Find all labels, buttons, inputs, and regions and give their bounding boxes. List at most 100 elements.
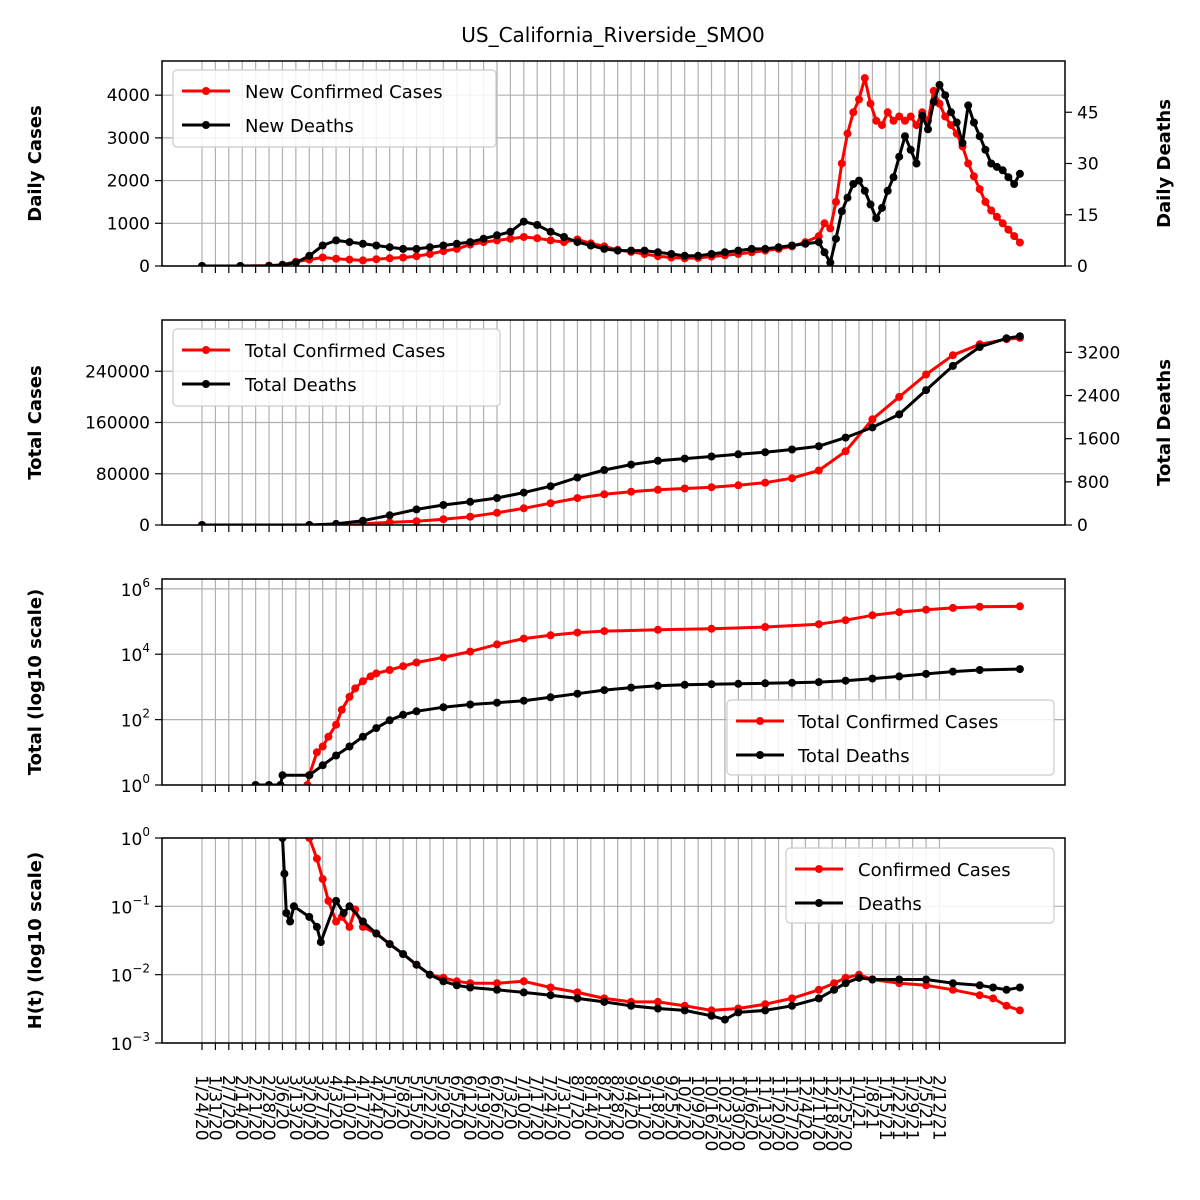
x-tick-label: 7/10/20: [513, 1075, 533, 1141]
x-tick-label: 11/13/20: [754, 1075, 774, 1151]
data-point: [868, 674, 877, 683]
data-point: [653, 248, 662, 257]
y2-tick-label: 2400: [1077, 387, 1120, 407]
data-point: [337, 705, 346, 714]
data-point: [747, 244, 756, 253]
data-point: [814, 985, 823, 994]
data-point: [855, 176, 863, 185]
data-point: [506, 234, 515, 243]
data-point: [332, 917, 341, 926]
data-point: [680, 680, 689, 689]
series-cases: [198, 333, 1024, 525]
data-point: [332, 519, 341, 525]
data-point: [941, 91, 950, 100]
chart-panel-4: 10−3 10−2 10−1 100 H(t) (log10 scale) Confirm…: [25, 825, 1066, 1055]
data-point: [412, 658, 421, 667]
data-point: [198, 521, 206, 525]
data-point: [788, 474, 796, 483]
data-point: [734, 481, 743, 490]
data-point: [399, 950, 408, 959]
data-point: [198, 262, 206, 266]
data-point: [680, 484, 689, 493]
data-point: [546, 482, 555, 491]
data-point: [425, 970, 434, 979]
x-tick-label: 9/11/20: [633, 1075, 653, 1141]
y-tick-label: 4000: [107, 86, 150, 106]
data-point: [680, 1006, 689, 1015]
data-point: [929, 98, 938, 106]
data-point: [236, 262, 245, 266]
x-tick-label: 5/1/20: [379, 1075, 399, 1130]
y-tick-label: 10−2: [111, 962, 150, 987]
data-point: [466, 983, 475, 992]
legend-box: [172, 69, 497, 148]
data-point: [493, 508, 501, 517]
x-tick-label: 1/29/21: [902, 1075, 922, 1141]
data-point: [546, 227, 555, 236]
legend-swatch-marker: [815, 865, 823, 873]
legend: Total Confirmed Cases Total Deaths: [726, 699, 1055, 776]
data-point: [866, 99, 875, 108]
data-point: [286, 917, 295, 926]
data-point: [707, 250, 716, 258]
panel-frame: [161, 837, 1066, 1044]
data-point: [493, 979, 501, 988]
data-point: [372, 929, 381, 938]
y-tick-label: 106: [121, 576, 150, 601]
data-point: [680, 454, 689, 463]
data-point: [312, 854, 321, 863]
x-tick-label: 1/15/21: [875, 1075, 895, 1141]
data-point: [399, 244, 408, 253]
data-point: [922, 605, 931, 614]
legend-label: Total Confirmed Cases: [244, 341, 445, 362]
data-point: [332, 896, 341, 905]
x-tick-label: 1/31/20: [204, 1075, 224, 1141]
data-point: [312, 922, 321, 931]
data-point: [788, 445, 796, 454]
data-point: [573, 473, 582, 482]
y2-tick-label: 0: [1077, 516, 1088, 536]
data-point: [533, 221, 542, 229]
y-tick-label: 160000: [85, 414, 150, 434]
data-point: [493, 640, 501, 649]
data-point: [814, 238, 823, 247]
data-point: [992, 212, 1001, 221]
data-point: [345, 902, 354, 911]
data-point: [883, 186, 892, 195]
data-point: [358, 732, 367, 741]
data-point: [860, 74, 869, 83]
data-point: [653, 625, 662, 634]
legend-swatch-marker: [202, 87, 210, 95]
data-point: [265, 781, 273, 785]
x-tick-label: 5/15/20: [406, 1075, 426, 1141]
legend-label: New Confirmed Cases: [245, 82, 443, 103]
y2-tick-label: 1600: [1077, 430, 1120, 450]
data-point: [289, 902, 298, 911]
data-point: [324, 732, 333, 741]
data-point: [895, 112, 904, 121]
data-point: [412, 505, 421, 514]
y-axis-label: H(t) (log10 scale): [25, 852, 46, 1030]
data-point: [941, 112, 950, 121]
data-point: [948, 351, 957, 360]
data-point: [830, 985, 839, 994]
chart-panel-3: 100 102 104 106 Total (log10 scale) Total Con…: [25, 576, 1066, 797]
data-point: [600, 490, 609, 499]
data-point: [372, 241, 381, 250]
data-point: [826, 224, 835, 233]
data-point: [439, 653, 448, 662]
data-point: [412, 960, 421, 969]
data-point: [399, 253, 408, 262]
data-point: [546, 499, 555, 508]
data-point: [627, 246, 636, 255]
y-tick-label: 0: [139, 516, 150, 536]
legend-label: Total Deaths: [244, 375, 357, 396]
data-point: [1002, 985, 1011, 994]
x-tick-label: 6/5/20: [446, 1075, 466, 1130]
data-point: [720, 1015, 729, 1024]
legend-label: Total Deaths: [797, 746, 910, 767]
data-point: [305, 838, 314, 842]
data-point: [519, 634, 528, 643]
data-point: [412, 517, 421, 525]
data-point: [952, 118, 961, 127]
